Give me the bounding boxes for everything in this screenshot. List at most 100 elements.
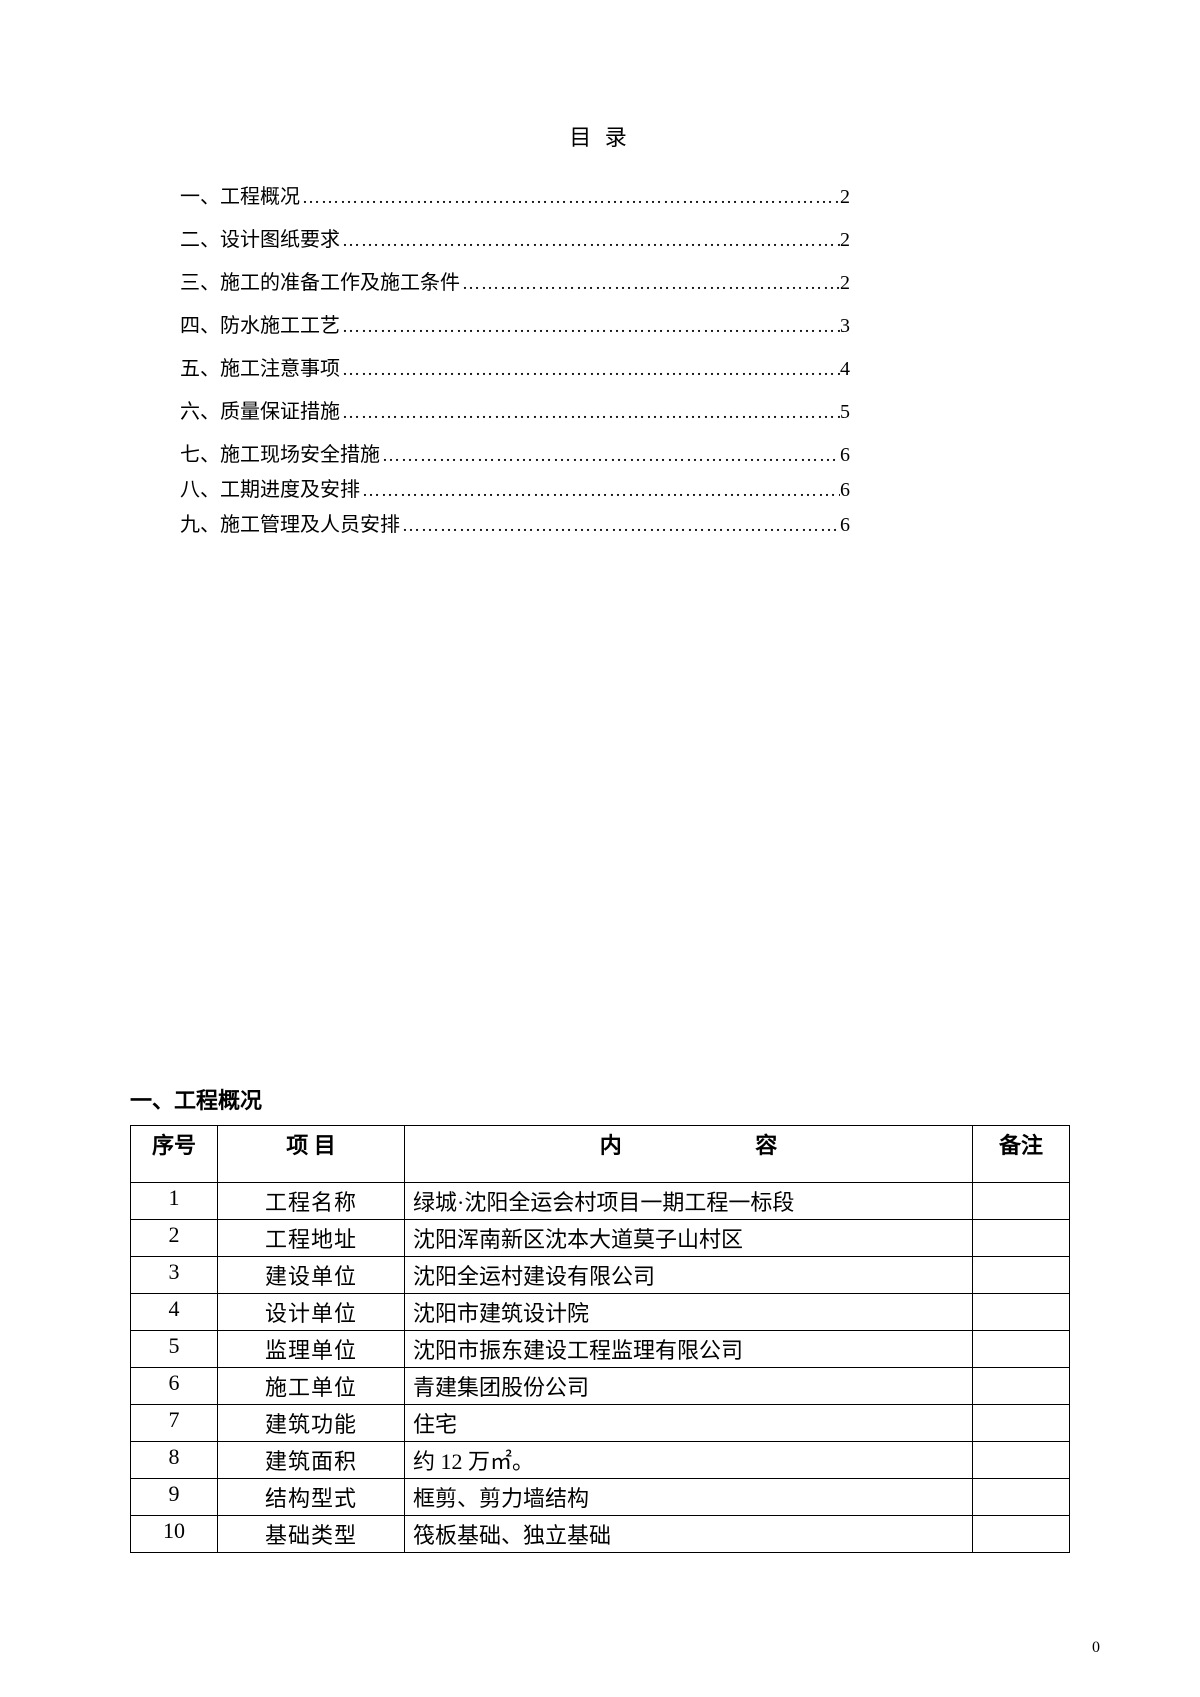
toc-item: 三、施工的准备工作及施工条件 ……………………………………………………………………	[180, 266, 850, 295]
td-content: 绿城·沈阳全运会村项目一期工程一标段	[405, 1183, 973, 1220]
td-remark	[973, 1516, 1070, 1553]
table-header-row: 序号 项 目 内 容 备注	[131, 1126, 1070, 1183]
td-num: 2	[131, 1220, 218, 1257]
toc-page: 2	[840, 229, 850, 252]
toc-item: 四、防水施工工艺 ……………………………………………………………………………………	[180, 309, 850, 338]
td-remark	[973, 1220, 1070, 1257]
td-remark	[973, 1368, 1070, 1405]
td-content: 沈阳市振东建设工程监理有限公司	[405, 1331, 973, 1368]
toc-label: 七、施工现场安全措施	[180, 438, 380, 467]
toc-item: 二、设计图纸要求 ……………………………………………………………………………………	[180, 223, 850, 252]
toc-dots: ……………………………………………………………………………………	[340, 316, 840, 337]
td-content: 青建集团股份公司	[405, 1368, 973, 1405]
td-num: 8	[131, 1442, 218, 1479]
toc-dots: ……………………………………………………………………………………	[400, 515, 840, 536]
toc-dots: ……………………………………………………………………………………	[360, 480, 840, 501]
td-num: 7	[131, 1405, 218, 1442]
td-item: 基础类型	[218, 1516, 405, 1553]
toc-dots: ……………………………………………………………………………………	[340, 359, 840, 380]
td-item: 结构型式	[218, 1479, 405, 1516]
td-num: 4	[131, 1294, 218, 1331]
td-remark	[973, 1479, 1070, 1516]
toc-label: 一、工程概况	[180, 180, 300, 209]
toc-label: 六、质量保证措施	[180, 395, 340, 424]
td-item: 工程地址	[218, 1220, 405, 1257]
table-row: 8 建筑面积 约 12 万㎡。	[131, 1442, 1070, 1479]
table-row: 6 施工单位 青建集团股份公司	[131, 1368, 1070, 1405]
toc-label: 四、防水施工工艺	[180, 309, 340, 338]
toc-item: 五、施工注意事项 ……………………………………………………………………………………	[180, 352, 850, 381]
toc-title: 目 录	[130, 120, 1070, 152]
toc-page: 2	[840, 272, 850, 295]
td-item: 施工单位	[218, 1368, 405, 1405]
toc-dots: ……………………………………………………………………………………	[300, 187, 840, 208]
toc-page: 2	[840, 186, 850, 209]
toc-page: 3	[840, 315, 850, 338]
th-remark: 备注	[973, 1126, 1070, 1183]
table-row: 9 结构型式 框剪、剪力墙结构	[131, 1479, 1070, 1516]
table-row: 3 建设单位 沈阳全运村建设有限公司	[131, 1257, 1070, 1294]
toc-dots: ……………………………………………………………………………………	[380, 445, 840, 466]
td-num: 3	[131, 1257, 218, 1294]
toc-page: 6	[840, 479, 850, 502]
td-num: 10	[131, 1516, 218, 1553]
th-item: 项 目	[218, 1126, 405, 1183]
td-num: 9	[131, 1479, 218, 1516]
toc-label: 九、施工管理及人员安排	[180, 508, 400, 537]
toc-dots: ……………………………………………………………………………………	[460, 273, 840, 294]
td-content: 沈阳浑南新区沈本大道莫子山村区	[405, 1220, 973, 1257]
toc-item: 九、施工管理及人员安排 ……………………………………………………………………………	[180, 508, 850, 537]
toc-label: 三、施工的准备工作及施工条件	[180, 266, 460, 295]
td-content: 约 12 万㎡。	[405, 1442, 973, 1479]
td-remark	[973, 1442, 1070, 1479]
table-row: 7 建筑功能 住宅	[131, 1405, 1070, 1442]
table-row: 2 工程地址 沈阳浑南新区沈本大道莫子山村区	[131, 1220, 1070, 1257]
table-row: 1 工程名称 绿城·沈阳全运会村项目一期工程一标段	[131, 1183, 1070, 1220]
th-content: 内 容	[405, 1126, 973, 1183]
td-num: 1	[131, 1183, 218, 1220]
td-remark	[973, 1257, 1070, 1294]
td-item: 设计单位	[218, 1294, 405, 1331]
toc-label: 八、工期进度及安排	[180, 473, 360, 502]
toc-page: 4	[840, 358, 850, 381]
toc-label: 五、施工注意事项	[180, 352, 340, 381]
td-item: 建设单位	[218, 1257, 405, 1294]
table-row: 4 设计单位 沈阳市建筑设计院	[131, 1294, 1070, 1331]
toc-page: 6	[840, 444, 850, 467]
td-remark	[973, 1183, 1070, 1220]
td-remark	[973, 1405, 1070, 1442]
td-content: 框剪、剪力墙结构	[405, 1479, 973, 1516]
toc-dots: ……………………………………………………………………………………	[340, 402, 840, 423]
toc-item: 七、施工现场安全措施 ………………………………………………………………………………	[180, 438, 850, 467]
td-content: 沈阳全运村建设有限公司	[405, 1257, 973, 1294]
td-content: 筏板基础、独立基础	[405, 1516, 973, 1553]
toc-list: 一、工程概况 …………………………………………………………………………………… …	[130, 180, 1070, 537]
spacer	[130, 543, 1070, 1083]
toc-label: 二、设计图纸要求	[180, 223, 340, 252]
table-row: 5 监理单位 沈阳市振东建设工程监理有限公司	[131, 1331, 1070, 1368]
toc-dots: ……………………………………………………………………………………	[340, 230, 840, 251]
td-item: 监理单位	[218, 1331, 405, 1368]
th-num: 序号	[131, 1126, 218, 1183]
toc-page: 5	[840, 401, 850, 424]
td-item: 建筑面积	[218, 1442, 405, 1479]
th-content-a: 内	[600, 1128, 622, 1160]
td-item: 建筑功能	[218, 1405, 405, 1442]
td-remark	[973, 1331, 1070, 1368]
toc-page: 6	[840, 514, 850, 537]
section-heading: 一、工程概况	[130, 1083, 1070, 1115]
td-num: 5	[131, 1331, 218, 1368]
td-item: 工程名称	[218, 1183, 405, 1220]
td-num: 6	[131, 1368, 218, 1405]
td-remark	[973, 1294, 1070, 1331]
td-content: 住宅	[405, 1405, 973, 1442]
td-content: 沈阳市建筑设计院	[405, 1294, 973, 1331]
footer-page-number: 0	[1092, 1639, 1100, 1657]
toc-item: 八、工期进度及安排 …………………………………………………………………………………	[180, 473, 850, 502]
table-row: 10 基础类型 筏板基础、独立基础	[131, 1516, 1070, 1553]
page: 目 录 一、工程概况 ………………………………………………………………………………	[0, 0, 1200, 1697]
toc-item: 一、工程概况 …………………………………………………………………………………… …	[180, 180, 850, 209]
project-info-table: 序号 项 目 内 容 备注 1 工程名称 绿城·沈阳全运会村项目一期工程一标段	[130, 1125, 1070, 1553]
th-content-b: 容	[755, 1128, 777, 1160]
toc-item: 六、质量保证措施 ……………………………………………………………………………………	[180, 395, 850, 424]
